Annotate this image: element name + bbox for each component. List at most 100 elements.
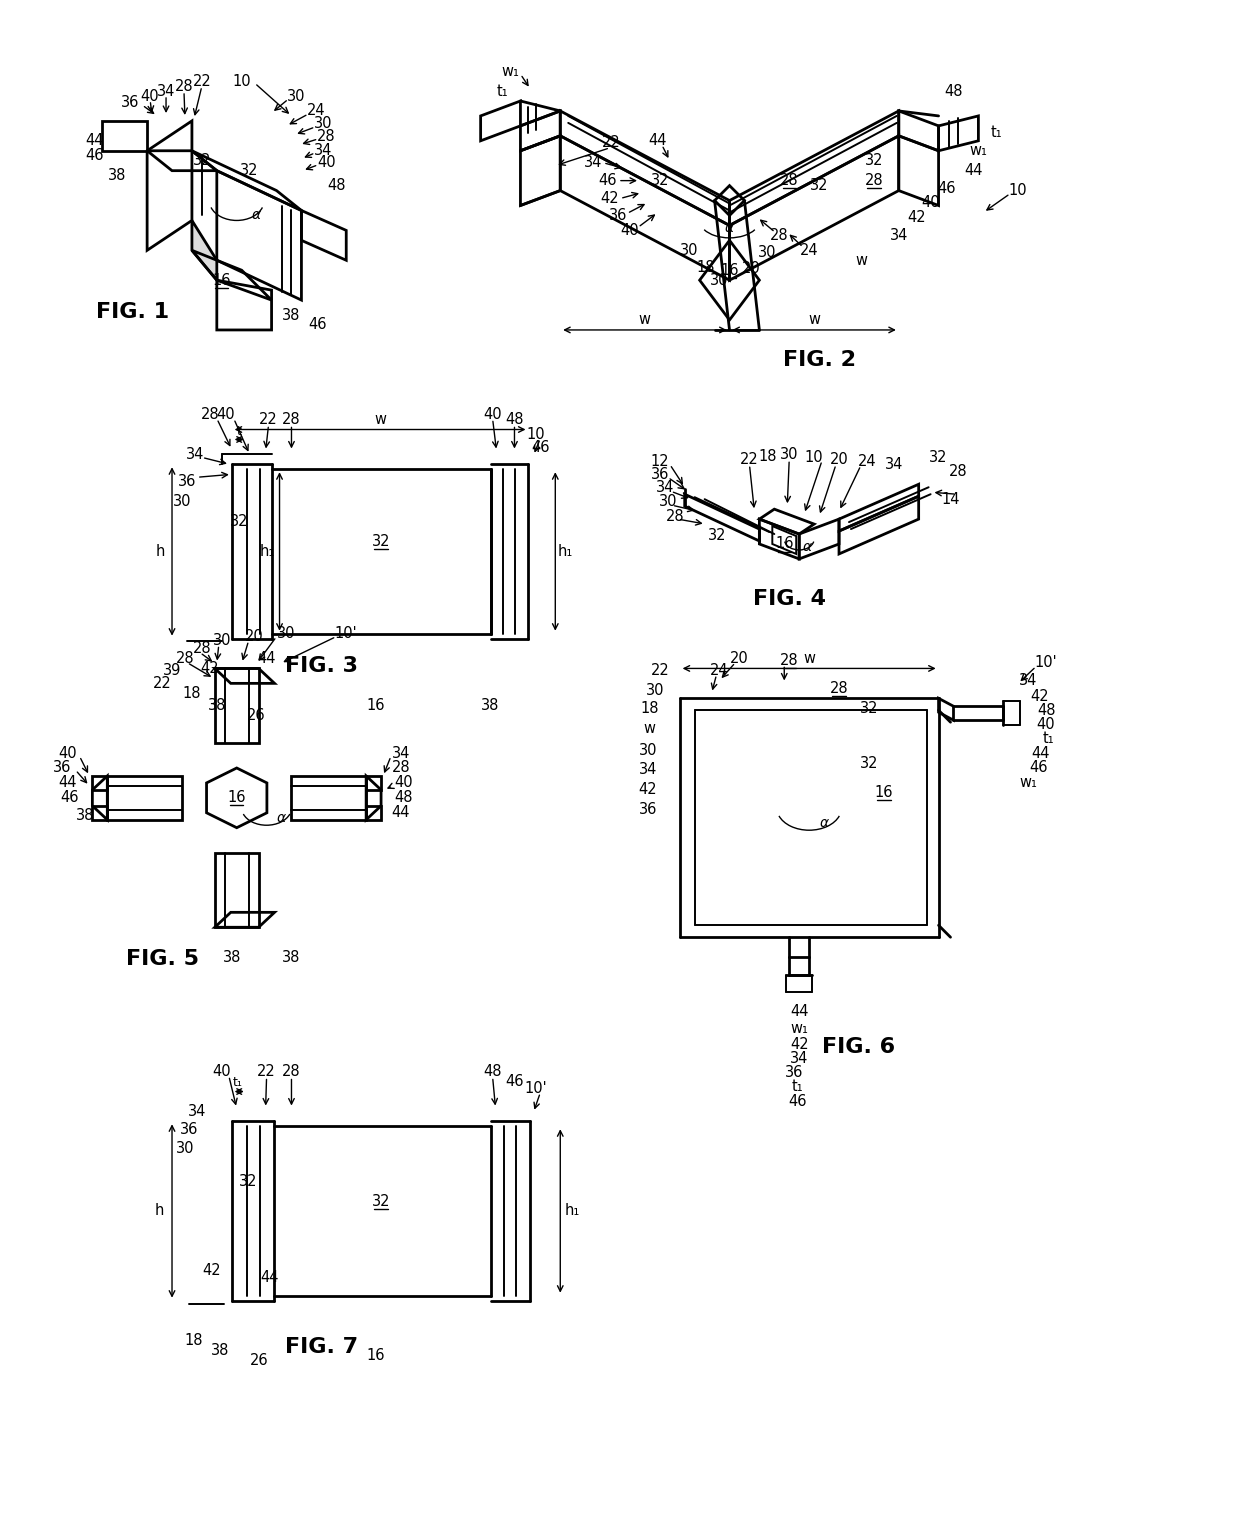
Text: FIG. 1: FIG. 1	[95, 303, 169, 322]
Text: 46: 46	[61, 790, 78, 805]
Text: 46: 46	[599, 173, 618, 188]
Text: 30: 30	[288, 89, 306, 104]
Text: 34: 34	[889, 228, 908, 243]
Text: t₁: t₁	[232, 1076, 242, 1089]
Text: 34: 34	[656, 480, 675, 495]
Text: 22: 22	[740, 452, 759, 468]
Text: 12: 12	[651, 454, 670, 469]
Text: 40: 40	[921, 196, 940, 209]
Text: 46: 46	[1029, 761, 1048, 776]
Text: 46: 46	[787, 1094, 806, 1109]
Text: $\alpha$: $\alpha$	[277, 811, 286, 825]
Text: 39: 39	[162, 663, 181, 678]
Text: 36: 36	[785, 1065, 804, 1080]
Text: 16: 16	[874, 785, 893, 801]
Text: 10: 10	[805, 449, 823, 465]
Text: 32: 32	[192, 153, 211, 168]
Text: $\alpha$: $\alpha$	[252, 208, 262, 223]
Text: w: w	[644, 721, 656, 735]
Text: FIG. 5: FIG. 5	[125, 949, 198, 969]
Text: 42: 42	[202, 1264, 221, 1279]
Text: 28: 28	[780, 173, 799, 188]
Text: 28: 28	[283, 1063, 301, 1079]
Text: 40: 40	[58, 746, 77, 761]
Text: 28: 28	[283, 413, 301, 426]
Text: 30: 30	[172, 494, 191, 509]
Text: 24: 24	[711, 663, 729, 678]
Polygon shape	[192, 220, 217, 280]
Text: 36: 36	[651, 466, 670, 481]
Text: 38: 38	[207, 698, 226, 712]
Text: 30: 30	[639, 743, 657, 758]
Text: FIG. 3: FIG. 3	[285, 657, 358, 677]
Text: h: h	[155, 1204, 164, 1218]
Text: 32: 32	[372, 1193, 391, 1209]
Text: 30: 30	[646, 683, 665, 698]
Text: 34: 34	[187, 1103, 206, 1118]
Text: 36: 36	[53, 761, 72, 776]
Text: 16: 16	[227, 790, 246, 805]
Text: w₁: w₁	[790, 1021, 808, 1036]
Text: 28: 28	[317, 130, 336, 144]
Text: 14: 14	[941, 492, 960, 507]
Text: 28: 28	[780, 652, 799, 668]
Text: 28: 28	[770, 228, 789, 243]
Text: 44: 44	[1030, 746, 1049, 761]
Text: h₁: h₁	[564, 1204, 580, 1218]
Text: 32: 32	[229, 513, 248, 529]
Text: 32: 32	[651, 173, 670, 188]
Text: 30: 30	[780, 446, 799, 461]
Text: 32: 32	[239, 1174, 258, 1189]
Text: w₁: w₁	[501, 64, 520, 78]
Text: t₁: t₁	[791, 1079, 804, 1094]
Text: 46: 46	[86, 148, 104, 163]
Text: 16: 16	[367, 698, 386, 712]
Text: 20: 20	[730, 651, 749, 666]
Text: 44: 44	[965, 163, 982, 179]
Text: 48: 48	[394, 790, 413, 805]
Text: 22: 22	[257, 1063, 277, 1079]
Text: h: h	[155, 544, 165, 559]
Text: 46: 46	[531, 440, 549, 455]
Text: 18: 18	[758, 449, 776, 465]
Text: 44: 44	[58, 775, 77, 790]
Text: t₁: t₁	[991, 125, 1002, 141]
Text: 40: 40	[621, 223, 640, 238]
Text: 32: 32	[929, 449, 947, 465]
Text: 44: 44	[260, 1270, 279, 1285]
Text: 44: 44	[86, 133, 104, 148]
Text: 48: 48	[944, 84, 962, 98]
Text: 44: 44	[790, 1004, 808, 1019]
Text: 16: 16	[212, 272, 231, 287]
Text: 16: 16	[367, 1348, 386, 1363]
Text: 30: 30	[681, 243, 699, 258]
Text: 28: 28	[949, 465, 967, 478]
Text: 32: 32	[372, 533, 391, 549]
Text: 42: 42	[1030, 689, 1049, 704]
Text: 28: 28	[830, 681, 848, 695]
Text: t: t	[237, 425, 242, 439]
Text: 40: 40	[394, 775, 413, 790]
Text: 34: 34	[392, 746, 410, 761]
Text: 40: 40	[1037, 717, 1055, 732]
Text: 48: 48	[327, 179, 346, 193]
Text: t₁: t₁	[497, 84, 508, 98]
Text: FIG. 4: FIG. 4	[753, 588, 826, 608]
Text: 36: 36	[180, 1122, 198, 1137]
Text: 38: 38	[283, 949, 300, 964]
Text: $\alpha$: $\alpha$	[802, 539, 812, 555]
Text: FIG. 6: FIG. 6	[822, 1036, 895, 1057]
Text: 30: 30	[176, 1141, 195, 1155]
Text: 44: 44	[649, 133, 667, 148]
Text: 34: 34	[790, 1051, 808, 1067]
Text: 32: 32	[859, 701, 878, 715]
Text: 18: 18	[641, 701, 660, 715]
Text: 36: 36	[122, 95, 139, 110]
Text: h₁: h₁	[260, 544, 275, 559]
Text: 38: 38	[211, 1343, 229, 1358]
Text: h₁: h₁	[558, 544, 573, 559]
Text: 32: 32	[864, 153, 883, 168]
Text: 42: 42	[908, 209, 926, 225]
Text: 46: 46	[308, 318, 326, 333]
Text: 36: 36	[609, 208, 627, 223]
